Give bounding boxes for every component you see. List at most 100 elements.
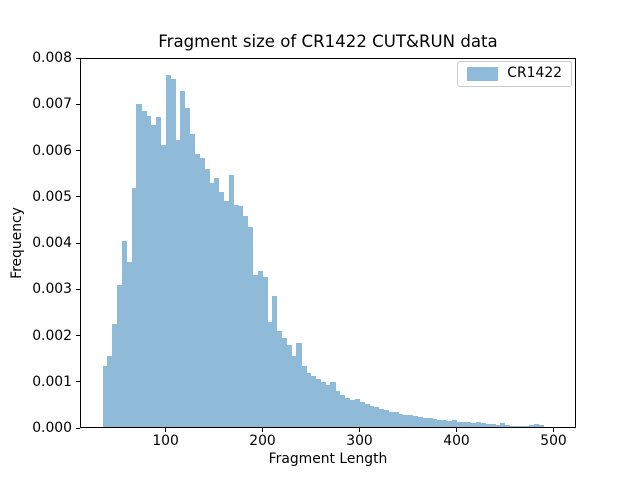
y-tick-mark bbox=[76, 427, 80, 429]
y-tick-label: 0.003 bbox=[32, 281, 72, 298]
histogram-bar bbox=[485, 424, 491, 428]
histogram-bar bbox=[146, 115, 152, 428]
histogram-bar bbox=[272, 295, 278, 428]
histogram-bar bbox=[325, 385, 331, 428]
histogram-bar bbox=[180, 91, 186, 428]
histogram-bar bbox=[291, 356, 297, 428]
histogram-bar bbox=[364, 403, 370, 428]
histogram-bar bbox=[320, 381, 326, 428]
y-tick-mark bbox=[76, 196, 80, 198]
histogram-bar bbox=[131, 187, 137, 428]
histogram-bar bbox=[451, 419, 457, 428]
histogram-bar bbox=[281, 337, 288, 428]
y-tick-mark bbox=[76, 381, 80, 383]
histogram-bar bbox=[538, 425, 545, 428]
histogram-bar bbox=[548, 427, 554, 428]
x-tick-label: 500 bbox=[540, 433, 567, 449]
x-tick-label: 100 bbox=[152, 433, 179, 449]
legend: CR1422 bbox=[457, 61, 572, 87]
histogram-bar bbox=[369, 405, 375, 428]
histogram-bar bbox=[509, 425, 515, 428]
histogram-bar bbox=[335, 391, 341, 428]
histogram-bar bbox=[359, 402, 365, 428]
y-tick-label: 0.000 bbox=[32, 420, 72, 436]
histogram-bar bbox=[218, 192, 225, 428]
histogram-bar bbox=[408, 415, 414, 428]
histogram-bar bbox=[441, 419, 448, 428]
y-tick-mark bbox=[76, 335, 80, 336]
histogram-bar bbox=[495, 425, 501, 428]
histogram-bar bbox=[209, 182, 215, 428]
y-tick-mark bbox=[76, 150, 80, 151]
histogram-bar bbox=[398, 414, 404, 428]
histogram-bar bbox=[529, 425, 535, 428]
x-tick-mark bbox=[359, 428, 360, 432]
x-tick-mark bbox=[456, 428, 457, 432]
histogram-bar bbox=[262, 277, 268, 428]
histogram-bar bbox=[296, 343, 302, 428]
histogram-bar bbox=[340, 394, 346, 428]
x-tick-label: 200 bbox=[249, 433, 276, 449]
histogram-bar bbox=[475, 422, 482, 428]
histogram-bar bbox=[461, 422, 467, 428]
histogram-bar bbox=[267, 321, 273, 428]
histogram-bar bbox=[417, 416, 423, 428]
histogram-bar bbox=[432, 418, 438, 428]
histogram-bar bbox=[160, 144, 166, 428]
histogram-bar bbox=[248, 227, 254, 428]
histogram-bar bbox=[315, 379, 322, 428]
histogram-bar bbox=[301, 365, 307, 428]
histogram-bar bbox=[277, 330, 283, 428]
histogram-bar bbox=[151, 125, 157, 428]
histogram-bar bbox=[228, 174, 234, 428]
histogram-bar bbox=[490, 424, 496, 428]
y-tick-label: 0.001 bbox=[32, 373, 72, 390]
x-tick-mark bbox=[165, 428, 167, 432]
histogram-bar bbox=[155, 116, 162, 428]
histogram-bar bbox=[136, 104, 142, 428]
histogram-bar bbox=[107, 356, 113, 428]
x-tick-label: 300 bbox=[346, 433, 373, 449]
histogram-bar bbox=[257, 270, 263, 428]
histogram-bar bbox=[214, 178, 220, 428]
histogram-bar bbox=[422, 417, 428, 428]
y-tick-label: 0.008 bbox=[32, 50, 72, 66]
histogram-bar bbox=[141, 111, 147, 428]
histogram-bar bbox=[189, 133, 195, 428]
histogram-bar bbox=[286, 344, 292, 428]
y-tick-mark bbox=[76, 57, 80, 59]
histogram-bar bbox=[480, 423, 486, 428]
histogram-bar bbox=[446, 420, 452, 428]
histogram-bar bbox=[388, 411, 394, 428]
legend-color-patch bbox=[467, 67, 499, 81]
histogram-bar bbox=[170, 79, 176, 428]
histogram-bar bbox=[504, 425, 511, 428]
histogram-bar bbox=[233, 204, 239, 428]
x-tick-mark bbox=[262, 428, 263, 432]
y-tick-mark bbox=[76, 103, 80, 105]
chart-title: Fragment size of CR1422 CUT&RUN data bbox=[158, 32, 498, 51]
histogram-bar bbox=[466, 422, 472, 428]
histogram-bar bbox=[427, 417, 433, 428]
histogram-bar bbox=[112, 323, 118, 428]
y-tick-label: 0.004 bbox=[32, 235, 72, 251]
histogram-bar bbox=[344, 397, 351, 428]
histogram-bar bbox=[471, 423, 477, 428]
x-tick-label: 400 bbox=[443, 433, 470, 449]
y-tick-label: 0.007 bbox=[32, 96, 72, 113]
histogram-bar bbox=[349, 400, 355, 428]
y-tick-label: 0.006 bbox=[32, 142, 72, 159]
y-tick-mark bbox=[76, 242, 80, 244]
histogram-bar bbox=[126, 261, 132, 428]
histogram-bar bbox=[378, 408, 385, 428]
x-axis-label: Fragment Length bbox=[268, 451, 388, 467]
histogram-bar bbox=[383, 410, 389, 428]
histogram-bar bbox=[223, 201, 229, 428]
histogram-bar bbox=[199, 157, 205, 428]
histogram-bar bbox=[194, 153, 200, 428]
histogram-bar bbox=[238, 206, 244, 428]
plot-area: CR1422 bbox=[80, 58, 576, 428]
histogram-bar bbox=[456, 421, 462, 428]
x-tick-mark bbox=[553, 428, 554, 432]
